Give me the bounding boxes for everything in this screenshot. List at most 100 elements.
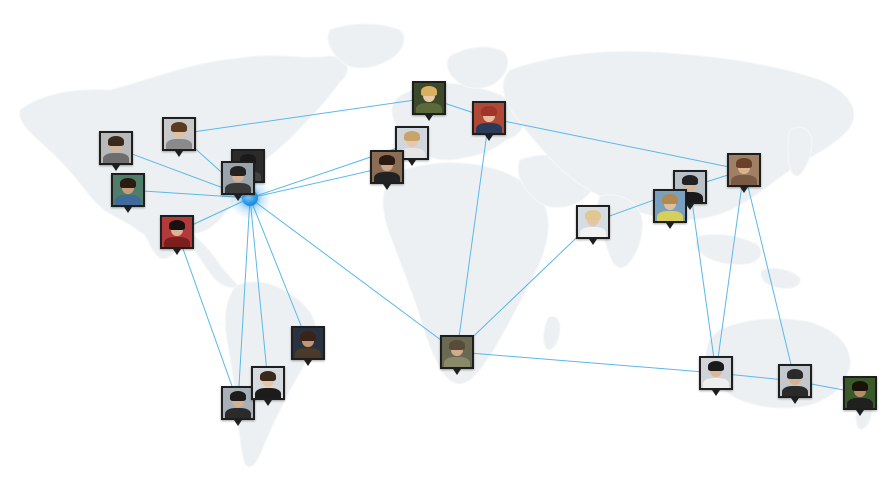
user-avatar-marker[interactable] [291, 326, 325, 366]
user-avatar-marker[interactable] [843, 376, 877, 416]
avatar-hair [108, 136, 124, 146]
user-avatar-marker[interactable] [111, 173, 145, 213]
avatar-hair [230, 166, 246, 176]
connection-line [176, 231, 239, 404]
marker-pointer-icon [383, 184, 391, 190]
connection-line [249, 197, 269, 384]
connection-line [249, 197, 309, 344]
connection-line [715, 169, 745, 374]
avatar-shoulders [166, 139, 192, 149]
marker-pointer-icon [589, 239, 597, 245]
avatar-hair [662, 194, 678, 204]
user-avatar-marker[interactable] [440, 335, 474, 375]
connection-line [249, 166, 388, 199]
marker-pointer-icon [791, 398, 799, 404]
connection-line [488, 117, 745, 171]
avatar-shoulders [225, 408, 251, 418]
marker-pointer-icon [234, 195, 242, 201]
avatar-shoulders [580, 227, 606, 237]
avatar-hair [481, 106, 497, 116]
marker-pointer-icon [453, 369, 461, 375]
avatar-shoulders [476, 123, 502, 133]
marker-pointer-icon [712, 390, 720, 396]
connection-line [249, 197, 458, 353]
user-avatar-marker[interactable] [576, 205, 610, 245]
user-avatar-marker[interactable] [221, 386, 255, 426]
avatar-photo [472, 101, 506, 135]
connection-line [456, 117, 490, 353]
avatar-photo [111, 173, 145, 207]
avatar-hair [379, 155, 395, 165]
avatar-shoulders [416, 103, 442, 113]
user-avatar-marker[interactable] [699, 356, 733, 396]
user-avatar-marker[interactable] [412, 81, 446, 121]
user-avatar-marker[interactable] [472, 101, 506, 141]
connection-line [178, 97, 430, 135]
avatar-shoulders [731, 175, 757, 185]
marker-pointer-icon [666, 223, 674, 229]
avatar-hair [230, 391, 246, 401]
avatar-photo [221, 386, 255, 420]
avatar-hair [736, 158, 752, 168]
avatar-hair [404, 131, 420, 141]
connection-line [743, 169, 796, 382]
avatar-photo [576, 205, 610, 239]
avatar-photo [162, 117, 196, 151]
avatar-photo [673, 170, 707, 204]
avatar-hair [169, 220, 185, 230]
avatar-shoulders [164, 237, 190, 247]
marker-pointer-icon [304, 360, 312, 366]
marker-pointer-icon [173, 249, 181, 255]
avatar-hair [171, 122, 187, 132]
avatar-photo [99, 131, 133, 165]
user-avatar-marker[interactable] [727, 153, 761, 193]
avatar-photo [843, 376, 877, 410]
avatar-shoulders [782, 386, 808, 396]
connection-line [456, 221, 594, 353]
avatar-photo [727, 153, 761, 187]
avatar-shoulders [103, 153, 129, 163]
avatar-hair [787, 369, 803, 379]
connection-line [689, 186, 717, 374]
marker-pointer-icon [124, 207, 132, 213]
marker-pointer-icon [686, 204, 694, 210]
marker-pointer-icon [175, 151, 183, 157]
avatar-photo [778, 364, 812, 398]
avatar-photo [412, 81, 446, 115]
avatar-photo [221, 161, 255, 195]
user-avatar-marker[interactable] [370, 150, 404, 190]
avatar-shoulders [399, 148, 425, 158]
avatar-photo [370, 150, 404, 184]
avatar-shoulders [703, 378, 729, 388]
user-avatar-marker[interactable] [162, 117, 196, 157]
avatar-hair [852, 381, 868, 391]
avatar-shoulders [225, 183, 251, 193]
connection-line [237, 197, 251, 404]
avatar-photo [251, 366, 285, 400]
user-avatar-marker[interactable] [673, 170, 707, 210]
avatar-photo [291, 326, 325, 360]
user-avatar-marker[interactable] [160, 215, 194, 255]
user-avatar-marker[interactable] [221, 161, 255, 201]
avatar-shoulders [847, 398, 873, 408]
user-avatar-marker[interactable] [778, 364, 812, 404]
avatar-hair [120, 178, 136, 188]
avatar-shoulders [374, 172, 400, 182]
avatar-hair [708, 361, 724, 371]
user-avatar-marker[interactable] [653, 189, 687, 229]
avatar-photo [160, 215, 194, 249]
marker-pointer-icon [112, 165, 120, 171]
user-avatar-marker[interactable] [99, 131, 133, 171]
marker-pointer-icon [425, 115, 433, 121]
user-avatar-marker[interactable] [251, 366, 285, 406]
avatar-photo [699, 356, 733, 390]
avatar-hair [300, 331, 316, 341]
marker-pointer-icon [740, 187, 748, 193]
avatar-hair [585, 210, 601, 220]
avatar-photo [440, 335, 474, 369]
avatar-photo [653, 189, 687, 223]
marker-pointer-icon [408, 160, 416, 166]
avatar-shoulders [115, 195, 141, 205]
